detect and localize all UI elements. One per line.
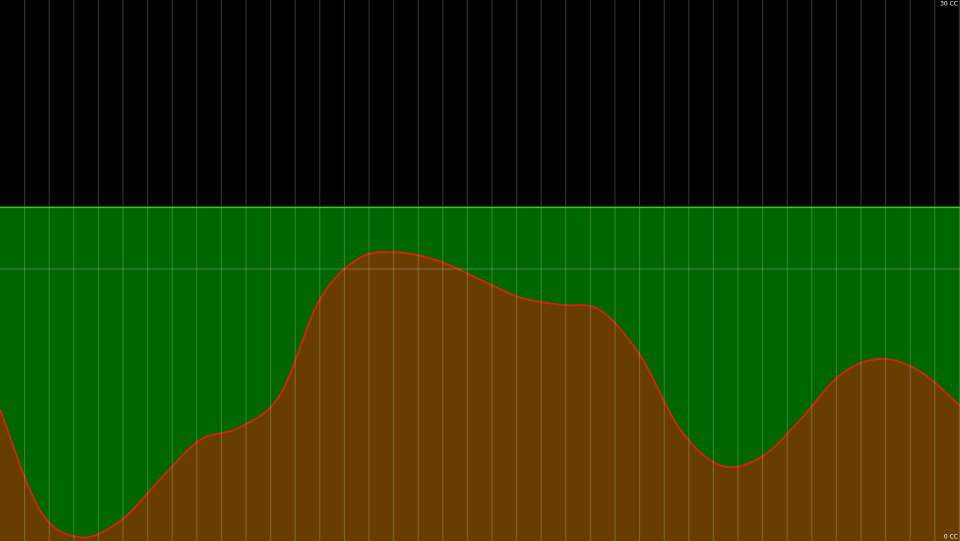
labels: 0 CC 30 CC (940, 1, 958, 541)
area-fill (0, 251, 960, 541)
y-tick-label: 0 CC (944, 534, 958, 541)
y-tick-label: 30 CC (940, 1, 958, 8)
area-line (0, 250, 960, 539)
content (0, 207, 960, 541)
